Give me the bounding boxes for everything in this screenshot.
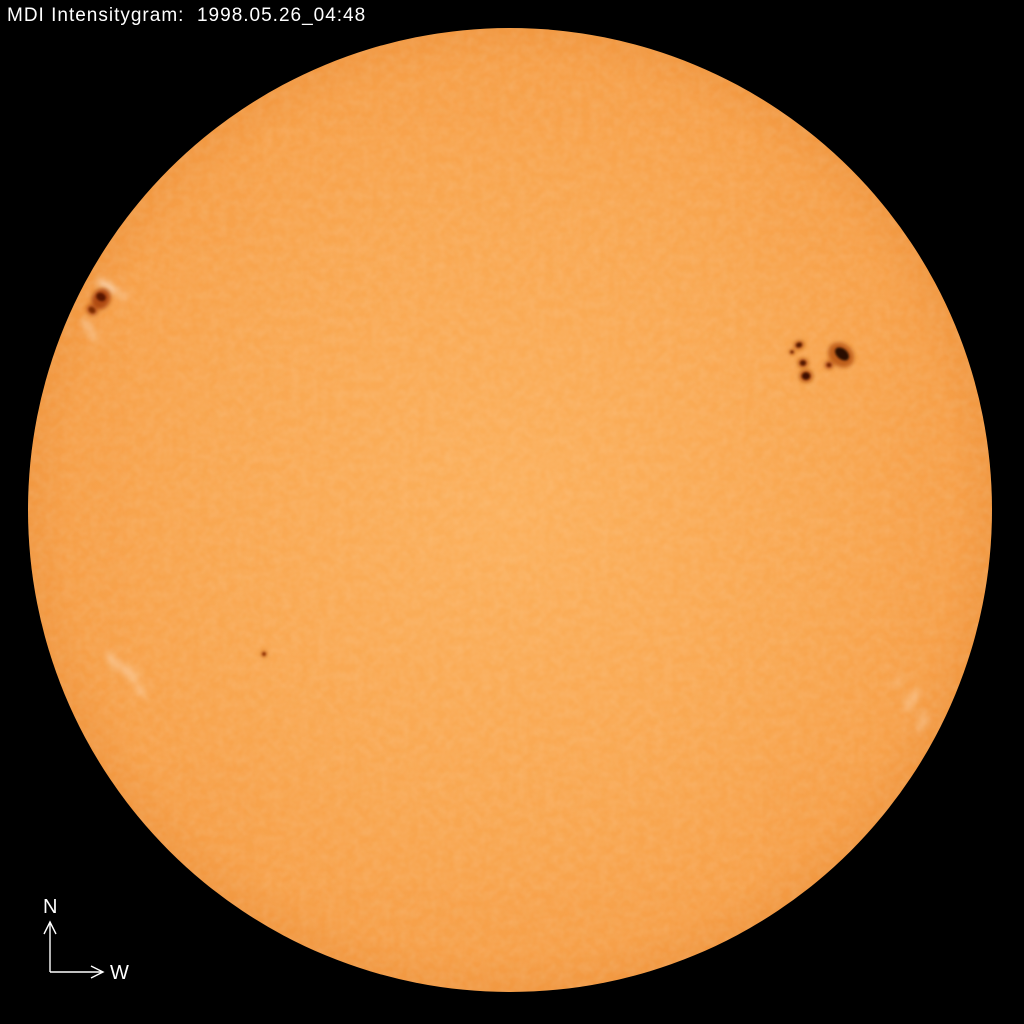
- faculae-layer: [82, 278, 929, 734]
- group-spot-d-umbra: [801, 372, 811, 380]
- main-spot-knob-umbra: [826, 363, 832, 367]
- west-limb-spot-tail-umbra: [88, 306, 96, 314]
- facula: [915, 710, 929, 734]
- facula: [133, 681, 147, 699]
- sunspots-layer: [86, 288, 855, 658]
- compass-north-label: N: [43, 896, 57, 918]
- compass-north-arrowhead-icon: [43, 920, 57, 935]
- small-pore-umbra: [262, 652, 266, 656]
- image-title: MDI Intensitygram: 1998.05.26_04:48: [7, 5, 367, 26]
- group-spot-a-umbra: [796, 342, 802, 348]
- facula: [892, 673, 904, 687]
- compass-west-label: W: [110, 962, 129, 984]
- facula: [82, 317, 98, 343]
- west-limb-spot-main-umbra: [96, 292, 106, 302]
- facula: [96, 278, 118, 294]
- facula: [114, 290, 130, 300]
- group-spot-b-umbra: [790, 350, 794, 354]
- compass-west-arrowhead-icon: [90, 965, 105, 979]
- facula: [104, 651, 120, 669]
- orientation-compass: N W: [43, 896, 129, 984]
- facula: [904, 687, 920, 713]
- group-spot-c-umbra: [800, 360, 806, 366]
- facula: [116, 662, 140, 682]
- main-spot-umbra: [835, 347, 849, 361]
